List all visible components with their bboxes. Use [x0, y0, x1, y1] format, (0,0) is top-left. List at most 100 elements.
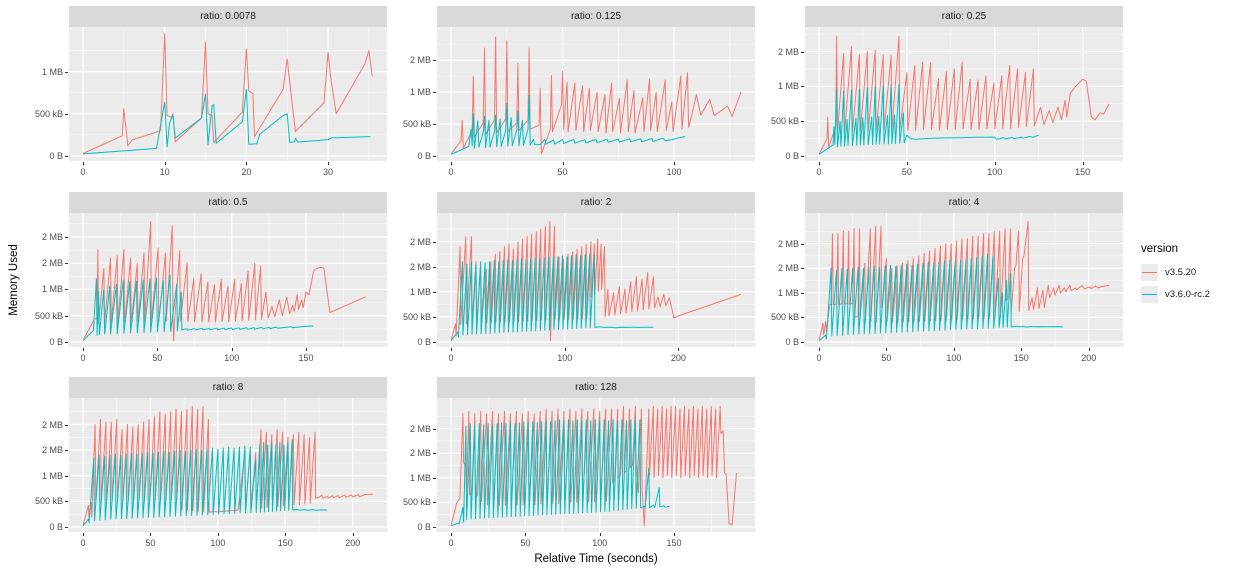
y-tickmark	[65, 424, 68, 426]
x-tickmark	[674, 162, 676, 165]
y-tickmark	[801, 156, 804, 157]
x-tickmark	[246, 162, 248, 165]
series-line-v3-6-0-rc-2	[450, 253, 654, 342]
x-tick-label: 50	[557, 167, 568, 177]
x-tickmark	[451, 162, 452, 165]
x-tickmark	[1082, 162, 1084, 165]
y-tickmark	[65, 527, 68, 528]
y-tick-label: 500 kB	[402, 119, 431, 130]
y-tickmark	[433, 60, 436, 62]
x-axis-title: Relative Time (seconds)	[534, 553, 658, 565]
y-tickmark	[65, 236, 68, 238]
x-tickmark	[83, 533, 84, 536]
y-tick-label: 1 MB	[41, 284, 63, 295]
y-tick-label: 2 MB	[777, 238, 799, 249]
panel-plot	[437, 27, 755, 161]
x-tickmark	[678, 348, 680, 351]
y-tick-label: 2 MB	[777, 46, 799, 57]
x-tick-label: 0	[816, 353, 822, 363]
x-tick-label: 150	[666, 538, 682, 548]
facet-strip: ratio: 4	[805, 192, 1123, 213]
legend-title: version	[1141, 243, 1179, 255]
x-tick-label: 100	[557, 353, 573, 363]
y-tickmark	[433, 428, 436, 430]
x-tickmark	[451, 533, 452, 536]
x-tick-label: 20	[241, 167, 252, 177]
x-tickmark	[906, 162, 908, 165]
series-line-v3-6-0-rc-2	[818, 253, 1064, 342]
facet-strip-label: ratio: 0.125	[570, 11, 622, 22]
facet-strip-label: ratio: 0.25	[941, 11, 987, 22]
y-axis-title: Memory Used	[8, 244, 20, 316]
y-tickmark	[433, 92, 436, 94]
x-tickmark	[994, 162, 996, 165]
x-tick-label: 150	[1075, 167, 1091, 177]
x-tick-label: 200	[1081, 353, 1097, 363]
y-tick-label: 500 kB	[34, 310, 63, 321]
y-tickmark	[433, 316, 436, 318]
y-tick-label: 0 B	[49, 151, 63, 161]
legend-entry-v3-5-20: v3.5.20	[1141, 264, 1210, 281]
y-tickmark	[801, 292, 804, 294]
series-line-v3-5-20	[818, 220, 1110, 341]
x-tick-label: 30	[323, 167, 334, 177]
x-tickmark	[83, 162, 84, 165]
series-line-v3-6-0-rc-2	[82, 439, 328, 527]
y-tickmark	[433, 477, 436, 479]
y-tick-label: 0 B	[417, 337, 431, 347]
x-tickmark	[886, 348, 888, 351]
panel-plot	[437, 213, 755, 347]
facet-panel	[69, 398, 387, 532]
series-line-v3-6-0-rc-2	[82, 274, 314, 342]
y-tick-label: 1 MB	[409, 286, 431, 297]
facet-panel	[437, 213, 755, 347]
y-tickmark	[65, 501, 68, 503]
facet-strip: ratio: 0.25	[805, 6, 1123, 27]
facet-panel	[805, 27, 1123, 161]
x-tickmark	[1021, 348, 1023, 351]
x-tick-label: 0	[80, 538, 86, 548]
y-tickmark	[65, 289, 68, 291]
y-tickmark	[433, 342, 436, 343]
series-line-v3-6-0-rc-2	[450, 419, 670, 527]
y-tickmark	[65, 156, 68, 157]
line-swatch-icon	[1142, 272, 1157, 273]
y-tick-label: 500 kB	[770, 312, 799, 323]
y-tick-label: 1 MB	[777, 287, 799, 298]
x-tickmark	[217, 533, 219, 536]
y-tickmark	[801, 51, 804, 53]
y-tick-label: 1 MB	[409, 472, 431, 483]
panel-plot	[437, 398, 755, 532]
legend-key	[1141, 264, 1158, 281]
x-tickmark	[599, 533, 601, 536]
y-tick-label: 2 MB	[41, 231, 63, 242]
x-tickmark	[819, 162, 820, 165]
x-tick-label: 200	[670, 353, 686, 363]
y-tick-label: 2 MB	[409, 448, 431, 459]
x-tick-label: 50	[901, 167, 912, 177]
facet-panel	[69, 27, 387, 161]
facet-strip-label: ratio: 2	[580, 197, 612, 208]
series-line-v3-5-20	[450, 36, 742, 155]
x-tickmark	[525, 533, 527, 536]
x-tickmark	[150, 533, 152, 536]
x-tick-label: 10	[159, 167, 170, 177]
x-tick-label: 50	[520, 538, 531, 548]
y-tickmark	[65, 113, 68, 115]
facet-strip-label: ratio: 4	[948, 197, 980, 208]
x-tickmark	[231, 348, 233, 351]
x-tick-label: 100	[946, 353, 962, 363]
y-tickmark	[65, 342, 68, 343]
y-tickmark	[433, 124, 436, 126]
x-tickmark	[564, 348, 566, 351]
x-tick-label: 100	[987, 167, 1003, 177]
x-tick-label: 0	[816, 167, 822, 177]
x-tick-label: 200	[345, 538, 361, 548]
panel-plot	[69, 398, 387, 532]
x-tick-label: 50	[881, 353, 892, 363]
x-tick-label: 150	[1013, 353, 1029, 363]
series-line-v3-6-0-rc-2	[818, 83, 1039, 155]
y-tickmark	[801, 121, 804, 123]
x-tickmark	[819, 348, 820, 351]
